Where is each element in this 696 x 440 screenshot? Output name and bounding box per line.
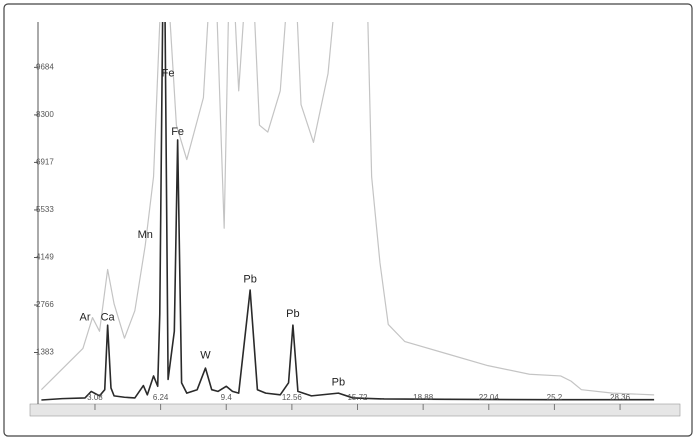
peak-label: W xyxy=(200,349,211,361)
peak-label: Pb xyxy=(332,377,345,389)
frame xyxy=(3,3,693,437)
spectrum-line xyxy=(41,22,655,401)
y-tick-label: 8300 xyxy=(36,110,54,119)
y-tick-label: 5533 xyxy=(36,205,54,214)
peak-label: Ar xyxy=(80,311,91,323)
x-tick-label: 3.08 xyxy=(87,393,103,402)
peak-label: Pb xyxy=(286,308,299,320)
y-tick-label: 2766 xyxy=(36,300,54,309)
x-tick-label: 18.88 xyxy=(413,393,434,402)
peak-label: Mn xyxy=(138,229,153,241)
x-tick-label: 6.24 xyxy=(153,393,169,402)
spectrum-line xyxy=(40,22,655,396)
x-scale-strip xyxy=(29,403,681,417)
x-tick-label: 12.56 xyxy=(282,393,303,402)
y-tick-label: 9684 xyxy=(36,62,54,71)
x-tick-label: 9.4 xyxy=(221,393,233,402)
peak-label: Fe xyxy=(162,68,175,80)
plot-area xyxy=(40,22,655,401)
peak-label: Ca xyxy=(101,311,116,323)
y-tick-label: 4149 xyxy=(36,253,54,262)
y-tick-label: 6917 xyxy=(36,158,54,167)
x-tick-label: 28.36 xyxy=(610,393,631,402)
x-tick-label: 15.72 xyxy=(347,393,368,402)
y-tick-label: 1383 xyxy=(36,348,54,357)
x-tick-label: 25.2 xyxy=(547,393,563,402)
x-tick-label: 22.04 xyxy=(479,393,500,402)
peak-label: Pb xyxy=(243,274,256,286)
peak-label: Fe xyxy=(171,126,184,138)
